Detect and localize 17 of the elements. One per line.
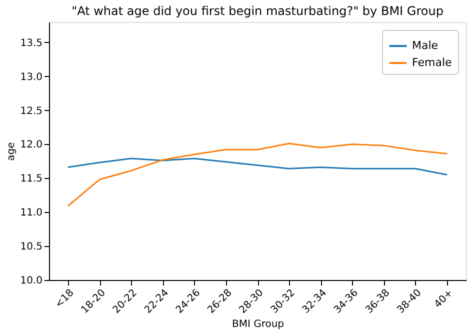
legend-label: Male [412, 39, 438, 52]
y-tick-label: 12.0 [20, 140, 42, 151]
x-tick-label: <18 [54, 288, 76, 310]
y-tick-label: 12.5 [20, 106, 42, 117]
x-axis-title: BMI Group [232, 319, 284, 330]
y-tick-label: 13.0 [20, 72, 42, 83]
y-tick-label: 11.0 [20, 208, 42, 219]
y-tick-label: 13.5 [20, 38, 42, 49]
line-series [67, 158, 448, 176]
y-tick-label: 10.5 [20, 242, 42, 253]
y-tick-label: 11.5 [20, 174, 42, 185]
y-axis-title: age [6, 142, 18, 161]
chart-title: "At what age did you first begin masturbating?" by BMI Group [72, 4, 444, 18]
line-series [67, 142, 448, 207]
x-tick-label: 40+ [432, 288, 456, 310]
y-tick-label: 10.0 [20, 276, 42, 286]
legend-label: Female [412, 56, 452, 69]
